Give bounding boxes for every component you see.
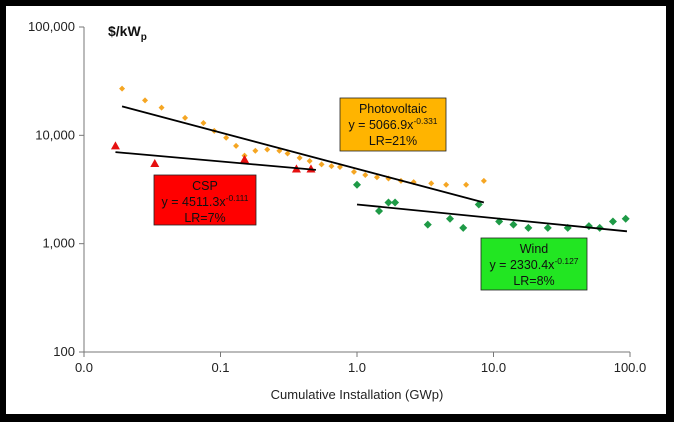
chart-marks bbox=[110, 85, 630, 232]
wind-point bbox=[353, 180, 361, 189]
wind-point bbox=[384, 198, 393, 207]
csp-point bbox=[240, 154, 250, 163]
x-axis-label: Cumulative Installation (GWp) bbox=[271, 387, 444, 402]
wind-point bbox=[375, 207, 384, 216]
photovoltaic-label-title: Photovoltaic bbox=[359, 102, 427, 116]
wind-label-background bbox=[480, 237, 588, 291]
chart-frame bbox=[4, 4, 668, 416]
wind-point bbox=[543, 223, 552, 232]
photovoltaic-label-equation: y = 5066.9x-0.331 bbox=[348, 116, 437, 132]
wind-point bbox=[459, 223, 468, 232]
wind-point bbox=[524, 223, 533, 232]
photovoltaic-point bbox=[328, 163, 335, 170]
x-tick-label: 0.1 bbox=[211, 360, 229, 375]
photovoltaic-point bbox=[223, 134, 230, 141]
photovoltaic-point bbox=[463, 181, 470, 188]
csp-point bbox=[110, 141, 120, 150]
photovoltaic-point bbox=[480, 177, 487, 184]
photovoltaic-point bbox=[350, 168, 357, 175]
wind-point bbox=[423, 220, 432, 229]
photovoltaic-point bbox=[233, 142, 240, 149]
photovoltaic-label-lr: LR=21% bbox=[369, 134, 417, 148]
photovoltaic-point bbox=[296, 154, 303, 161]
wind-point bbox=[584, 222, 593, 231]
wind-label-title: Wind bbox=[520, 242, 549, 256]
x-tick-label: 100.0 bbox=[614, 360, 647, 375]
wind-label-equation: y = 2330.4x-0.127 bbox=[489, 256, 578, 272]
wind-point bbox=[391, 198, 400, 207]
csp-trend-line bbox=[115, 151, 316, 171]
csp-label-title: CSP bbox=[192, 179, 218, 193]
csp-label-background bbox=[153, 174, 257, 226]
photovoltaic-point bbox=[182, 114, 189, 121]
photovoltaic-point bbox=[306, 157, 313, 164]
photovoltaic-point bbox=[443, 181, 450, 188]
photovoltaic-point bbox=[318, 161, 325, 168]
axes: 100 1,000 10,000 100,000 0.0 0.1 1.0 10.0 100.0 bbox=[28, 19, 646, 375]
y-tick-label: 1,000 bbox=[42, 236, 75, 251]
wind-label-lr: LR=8% bbox=[513, 274, 554, 288]
photovoltaic-point bbox=[252, 147, 259, 154]
csp-label-lr: LR=7% bbox=[184, 211, 225, 225]
photovoltaic-point bbox=[362, 172, 369, 179]
photovoltaic-label-background bbox=[339, 97, 447, 152]
wind-point bbox=[608, 217, 617, 226]
y-tick-label: 100,000 bbox=[28, 19, 75, 34]
photovoltaic-point bbox=[200, 119, 207, 126]
photovoltaic-point bbox=[428, 180, 435, 187]
wind-trend-line bbox=[356, 203, 628, 233]
wind-point bbox=[445, 214, 454, 223]
photovoltaic-point bbox=[158, 104, 165, 111]
x-tick-label: 0.0 bbox=[75, 360, 93, 375]
csp-point bbox=[150, 158, 160, 168]
photovoltaic-point bbox=[373, 174, 380, 181]
photovoltaic-point bbox=[284, 150, 291, 157]
y-tick-label: 100 bbox=[53, 344, 75, 359]
csp-label-equation: y = 4511.3x-0.111 bbox=[162, 193, 249, 209]
photovoltaic-point bbox=[119, 85, 126, 92]
wind-point bbox=[621, 214, 630, 223]
x-tick-label: 10.0 bbox=[481, 360, 506, 375]
x-tick-label: 1.0 bbox=[348, 360, 366, 375]
wind-point bbox=[509, 220, 518, 229]
y-tick-label: 10,000 bbox=[35, 127, 75, 142]
photovoltaic-point bbox=[264, 146, 271, 153]
photovoltaic-trend-line bbox=[121, 105, 485, 204]
trend-lines bbox=[115, 105, 628, 233]
photovoltaic-point bbox=[142, 97, 149, 104]
y-unit-label: $/kWp bbox=[108, 23, 147, 43]
